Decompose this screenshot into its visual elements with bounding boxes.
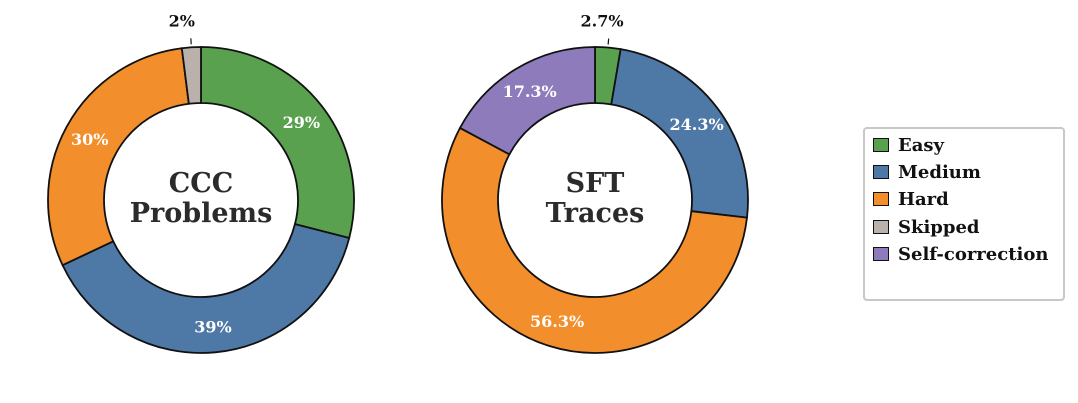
legend-label-medium: Medium bbox=[898, 161, 981, 183]
chart1-label-easy: 29% bbox=[283, 113, 320, 132]
chart1-center-label-line1: CCC bbox=[169, 168, 233, 199]
legend-swatch-medium bbox=[873, 165, 889, 179]
legend-item-easy: Easy bbox=[873, 134, 944, 156]
chart2-leader-easy bbox=[607, 38, 610, 45]
legend-item-hard: Hard bbox=[873, 188, 949, 210]
legend-swatch-skipped bbox=[873, 220, 889, 234]
legend-swatch-hard bbox=[873, 192, 889, 206]
legend-label-skipped: Skipped bbox=[898, 216, 980, 238]
legend-label-self-correction: Self-correction bbox=[898, 243, 1049, 265]
chart1-label-hard: 30% bbox=[71, 130, 108, 149]
chart2-label-self-correction: 17.3% bbox=[503, 82, 557, 101]
chart1-slice-skipped bbox=[180, 46, 202, 105]
legend-item-self-correction: Self-correction bbox=[873, 243, 1048, 265]
legend-item-skipped: Skipped bbox=[873, 216, 980, 238]
chart1-label-medium: 39% bbox=[194, 317, 231, 336]
chart1-label-skipped: 2% bbox=[169, 11, 195, 30]
chart1-slice-hard bbox=[47, 47, 190, 267]
legend-swatch-self-correction bbox=[873, 247, 889, 261]
legend-item-medium: Medium bbox=[873, 161, 981, 183]
chart2-slice-self-correction bbox=[458, 46, 596, 156]
legend-swatch-easy bbox=[873, 138, 889, 152]
chart1-slice-medium bbox=[61, 223, 351, 354]
chart2-label-medium: 24.3% bbox=[670, 115, 724, 134]
chart2-center-label-line1: SFT bbox=[566, 168, 625, 199]
chart2-label-hard: 56.3% bbox=[530, 312, 584, 331]
chart1-slice-easy bbox=[200, 46, 355, 240]
chart1-center-label-line2: Problems bbox=[130, 198, 273, 229]
chart2-label-easy: 2.7% bbox=[581, 12, 624, 31]
legend-label-easy: Easy bbox=[898, 134, 944, 156]
chart2-center-label-line2: Traces bbox=[546, 198, 645, 229]
chart2-slice-medium bbox=[610, 48, 749, 219]
chart2-slice-hard bbox=[441, 126, 748, 354]
legend: Easy Medium Hard Skipped Self-correction bbox=[863, 127, 1065, 301]
legend-label-hard: Hard bbox=[898, 188, 949, 210]
